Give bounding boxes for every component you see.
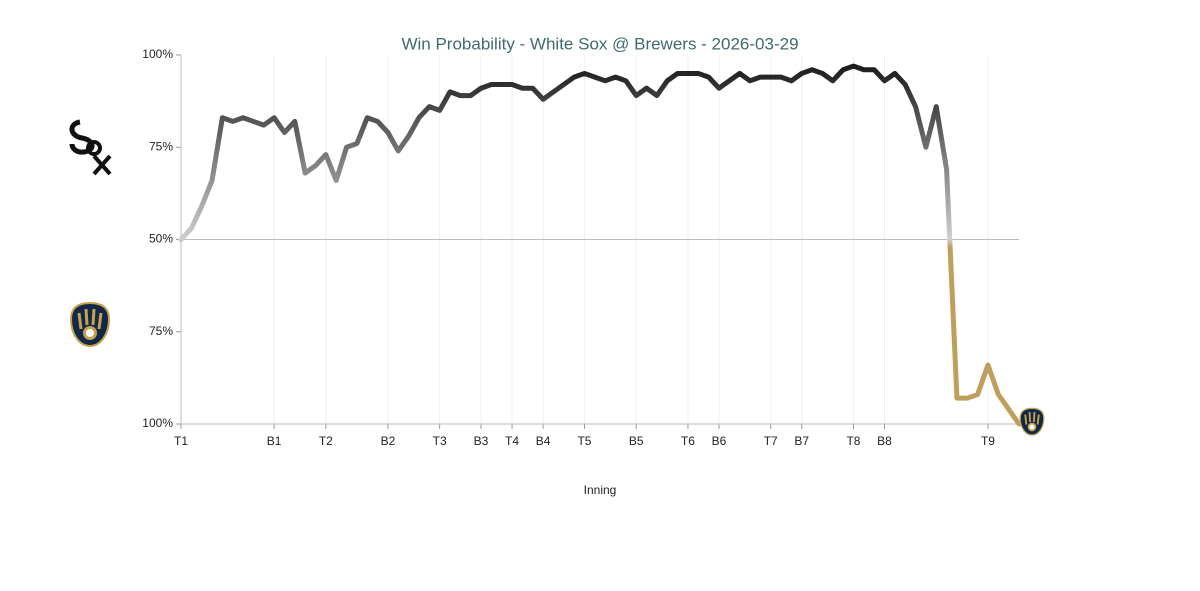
- x-axis-label: Inning: [584, 483, 617, 497]
- x-tick-label: T9: [981, 434, 995, 448]
- brewers-end-logo: [1019, 407, 1045, 436]
- x-tick-label: B5: [629, 434, 644, 448]
- x-tick-label: T1: [174, 434, 188, 448]
- x-tick-label: B2: [381, 434, 396, 448]
- y-tick-label: 100%: [142, 416, 173, 430]
- x-tick-label: T5: [577, 434, 591, 448]
- x-tick-label: B1: [267, 434, 282, 448]
- x-tick-label: B4: [536, 434, 551, 448]
- x-tick-label: B3: [474, 434, 489, 448]
- y-tick-label: 75%: [149, 324, 173, 338]
- x-tick-label: T4: [505, 434, 519, 448]
- win-probability-line: [178, 63, 1022, 427]
- x-tick-label: T8: [846, 434, 860, 448]
- x-tick-label: B7: [794, 434, 809, 448]
- chart-title: Win Probability - White Sox @ Brewers - …: [401, 34, 798, 53]
- white-sox-logo: [69, 119, 112, 176]
- brewers-logo: [69, 301, 111, 348]
- x-tick-label: B8: [877, 434, 892, 448]
- y-tick-label: 50%: [149, 232, 173, 246]
- x-tick-label: T6: [681, 434, 695, 448]
- y-tick-label: 75%: [149, 139, 173, 153]
- x-tick-label: T2: [319, 434, 333, 448]
- x-tick-label: B6: [712, 434, 727, 448]
- y-tick-label: 100%: [142, 47, 173, 61]
- x-tick-label: T7: [764, 434, 778, 448]
- x-tick-label: T3: [433, 434, 447, 448]
